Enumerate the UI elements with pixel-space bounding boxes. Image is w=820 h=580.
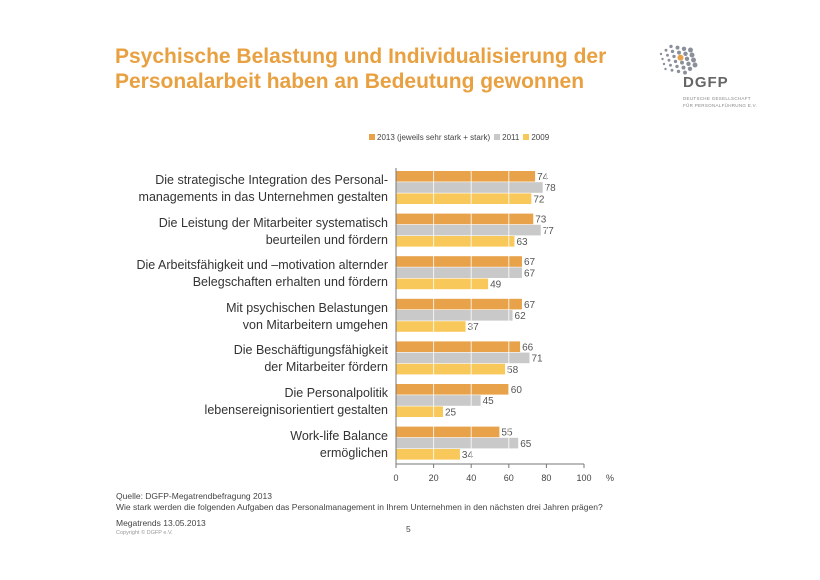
page-number: 5 xyxy=(406,524,411,534)
data-label: 25 xyxy=(445,407,457,418)
survey-question: Wie stark werden die folgenden Aufgaben … xyxy=(116,502,603,512)
logo-subtitle-1: DEUTSCHE GESELLSCHAFT xyxy=(683,96,751,101)
data-label: 37 xyxy=(468,322,480,333)
data-label: 74 xyxy=(537,172,549,183)
bar xyxy=(396,213,534,225)
x-unit: % xyxy=(606,473,614,483)
category-label: Die Beschäftigungsfähigkeit der Mitarbei… xyxy=(233,343,388,375)
data-label: 66 xyxy=(522,342,534,353)
data-label: 63 xyxy=(516,237,528,248)
bar xyxy=(396,298,522,310)
bar xyxy=(396,352,530,364)
data-label: 78 xyxy=(545,183,557,194)
data-label: 71 xyxy=(531,354,543,365)
tick-label: 60 xyxy=(504,473,514,483)
data-label: 67 xyxy=(524,257,536,268)
bar xyxy=(396,363,506,375)
copyright: Copyright © DGFP e.V. xyxy=(116,530,173,536)
bar xyxy=(396,236,515,247)
footer-date: Megatrends 13.05.2013 xyxy=(116,518,206,528)
bar xyxy=(396,384,509,395)
bar xyxy=(396,341,521,352)
data-label: 72 xyxy=(533,194,545,205)
bar xyxy=(396,395,481,406)
bar xyxy=(396,321,466,332)
slide-title: Psychische Belastung und Individualisier… xyxy=(115,45,607,93)
category-label: Die strategische Integration des Persona… xyxy=(138,173,388,204)
data-label: 77 xyxy=(543,226,555,237)
data-label: 55 xyxy=(501,428,513,439)
legend-item-2011: 2011 xyxy=(494,133,519,142)
data-label: 60 xyxy=(511,385,523,396)
data-label: 73 xyxy=(535,215,547,226)
data-label: 67 xyxy=(524,300,536,311)
source-note: Quelle: DGFP-Megatrendbefragung 2013 xyxy=(116,491,272,501)
bar xyxy=(396,256,522,267)
bar xyxy=(396,426,500,438)
legend-item-2009: 2009 xyxy=(523,133,549,142)
category-label: Mit psychischen Belastungen von Mitarbei… xyxy=(226,300,388,332)
tick-label: 20 xyxy=(429,473,439,483)
dgfp-logo-icon xyxy=(659,44,698,75)
data-label: 45 xyxy=(483,396,495,407)
logo-subtitle-2: FÜR PERSONALFÜHRUNG E.V. xyxy=(683,103,758,108)
bar xyxy=(396,193,532,204)
data-label: 49 xyxy=(490,280,502,291)
data-label: 58 xyxy=(507,365,519,376)
category-label: Die Leistung der Mitarbeiter systematisc… xyxy=(158,215,388,247)
bar xyxy=(396,224,541,236)
bar xyxy=(396,267,522,278)
tick-label: 100 xyxy=(576,473,591,483)
bar xyxy=(396,406,443,417)
bar xyxy=(396,182,543,193)
tick-label: 0 xyxy=(393,473,398,483)
legend: 2013 (jeweils sehr stark + stark) 2011 2… xyxy=(369,133,549,142)
bar xyxy=(396,449,460,460)
data-label: 62 xyxy=(515,311,527,322)
bar xyxy=(396,437,519,449)
bar xyxy=(396,310,513,321)
data-label: 34 xyxy=(462,450,474,461)
data-label: 67 xyxy=(524,268,536,279)
category-label: Die Personalpolitik lebensereignisorient… xyxy=(204,386,388,417)
bar xyxy=(396,171,536,182)
tick-label: 80 xyxy=(541,473,551,483)
category-label: Die Arbeitsfähigkeit und –motivation alt… xyxy=(136,258,388,290)
data-label: 65 xyxy=(520,439,532,450)
bar xyxy=(396,278,489,290)
category-label: Work-life Balance ermöglichen xyxy=(290,428,388,460)
tick-label: 40 xyxy=(466,473,476,483)
logo-name: DGFP xyxy=(683,74,729,91)
legend-item-2013: 2013 (jeweils sehr stark + stark) xyxy=(369,133,490,142)
